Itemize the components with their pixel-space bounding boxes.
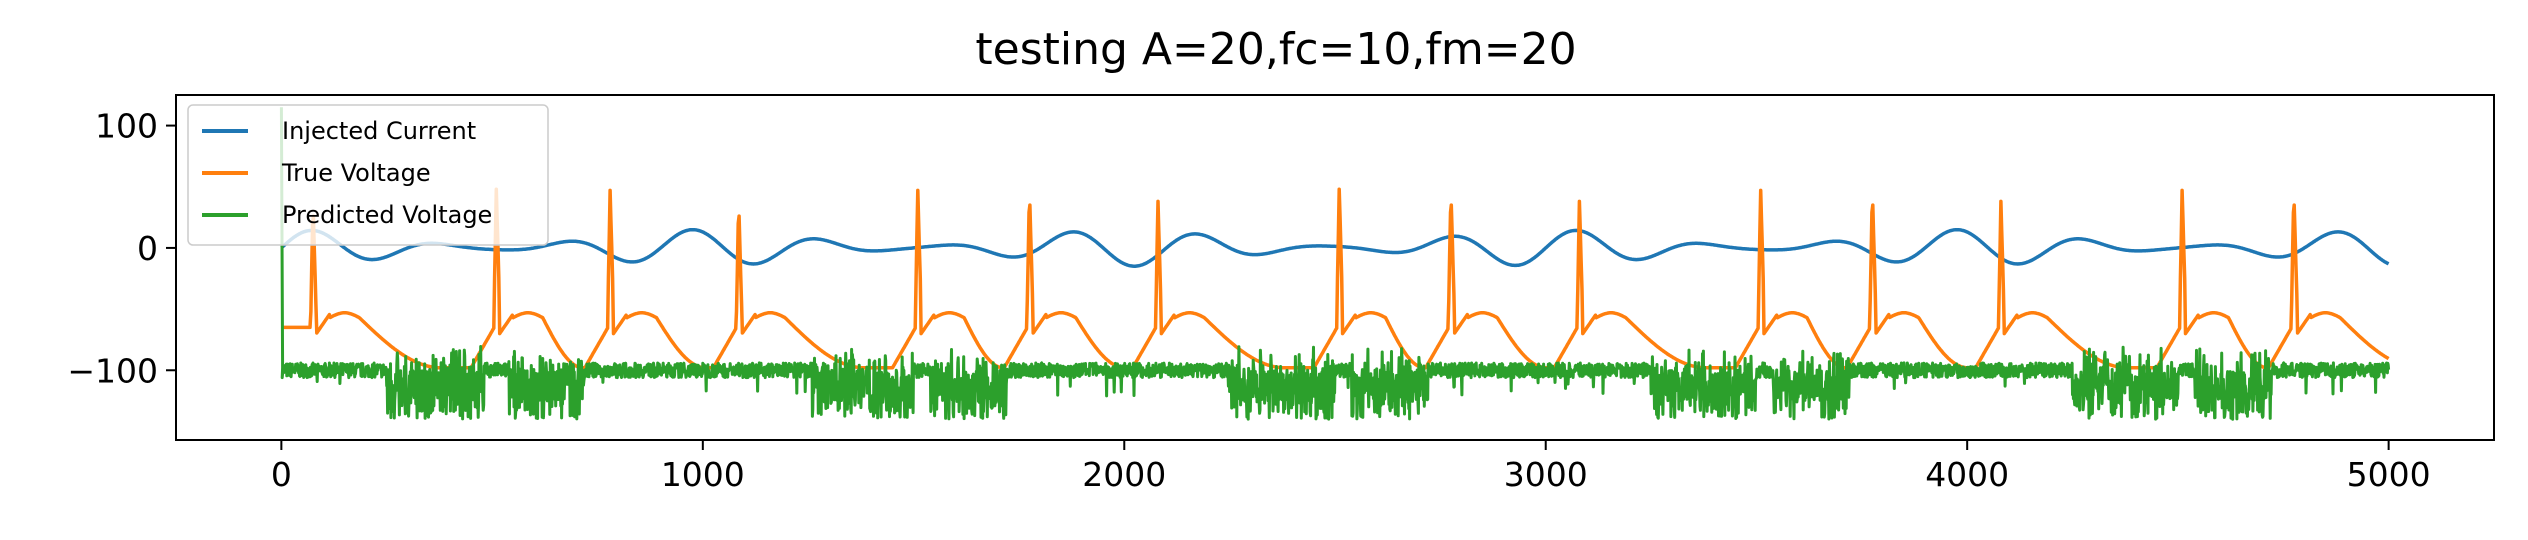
x-axis: 0 1000 2000 3000 4000 5000 (271, 440, 2431, 494)
legend-box (187, 104, 549, 246)
x-tick-label: 5000 (2347, 455, 2431, 494)
series-line-2 (280, 187, 2390, 370)
series-layer (279, 107, 2391, 421)
x-tick-label: 3000 (1504, 455, 1588, 494)
legend-label: True Voltage (281, 159, 431, 187)
y-axis: 100 0 −100 (67, 107, 176, 390)
series-line-3 (279, 107, 2391, 421)
y-tick-label: −100 (67, 351, 158, 390)
legend-label: Predicted Voltage (282, 201, 492, 229)
y-tick-label: 0 (137, 229, 158, 268)
x-tick-label: 1000 (661, 455, 745, 494)
series-line-1 (280, 227, 2390, 268)
x-tick-label: 4000 (1925, 455, 2009, 494)
legend: Injected Current True Voltage Predicted Vo… (187, 104, 549, 246)
chart-title: testing A=20,fc=10,fm=20 (975, 24, 1576, 75)
y-tick-label: 100 (95, 107, 158, 146)
x-tick-label: 0 (271, 455, 292, 494)
x-tick-label: 2000 (1082, 455, 1166, 494)
plot-area (175, 94, 2495, 441)
axes-frame (175, 94, 2495, 441)
legend-label: Injected Current (282, 117, 476, 145)
